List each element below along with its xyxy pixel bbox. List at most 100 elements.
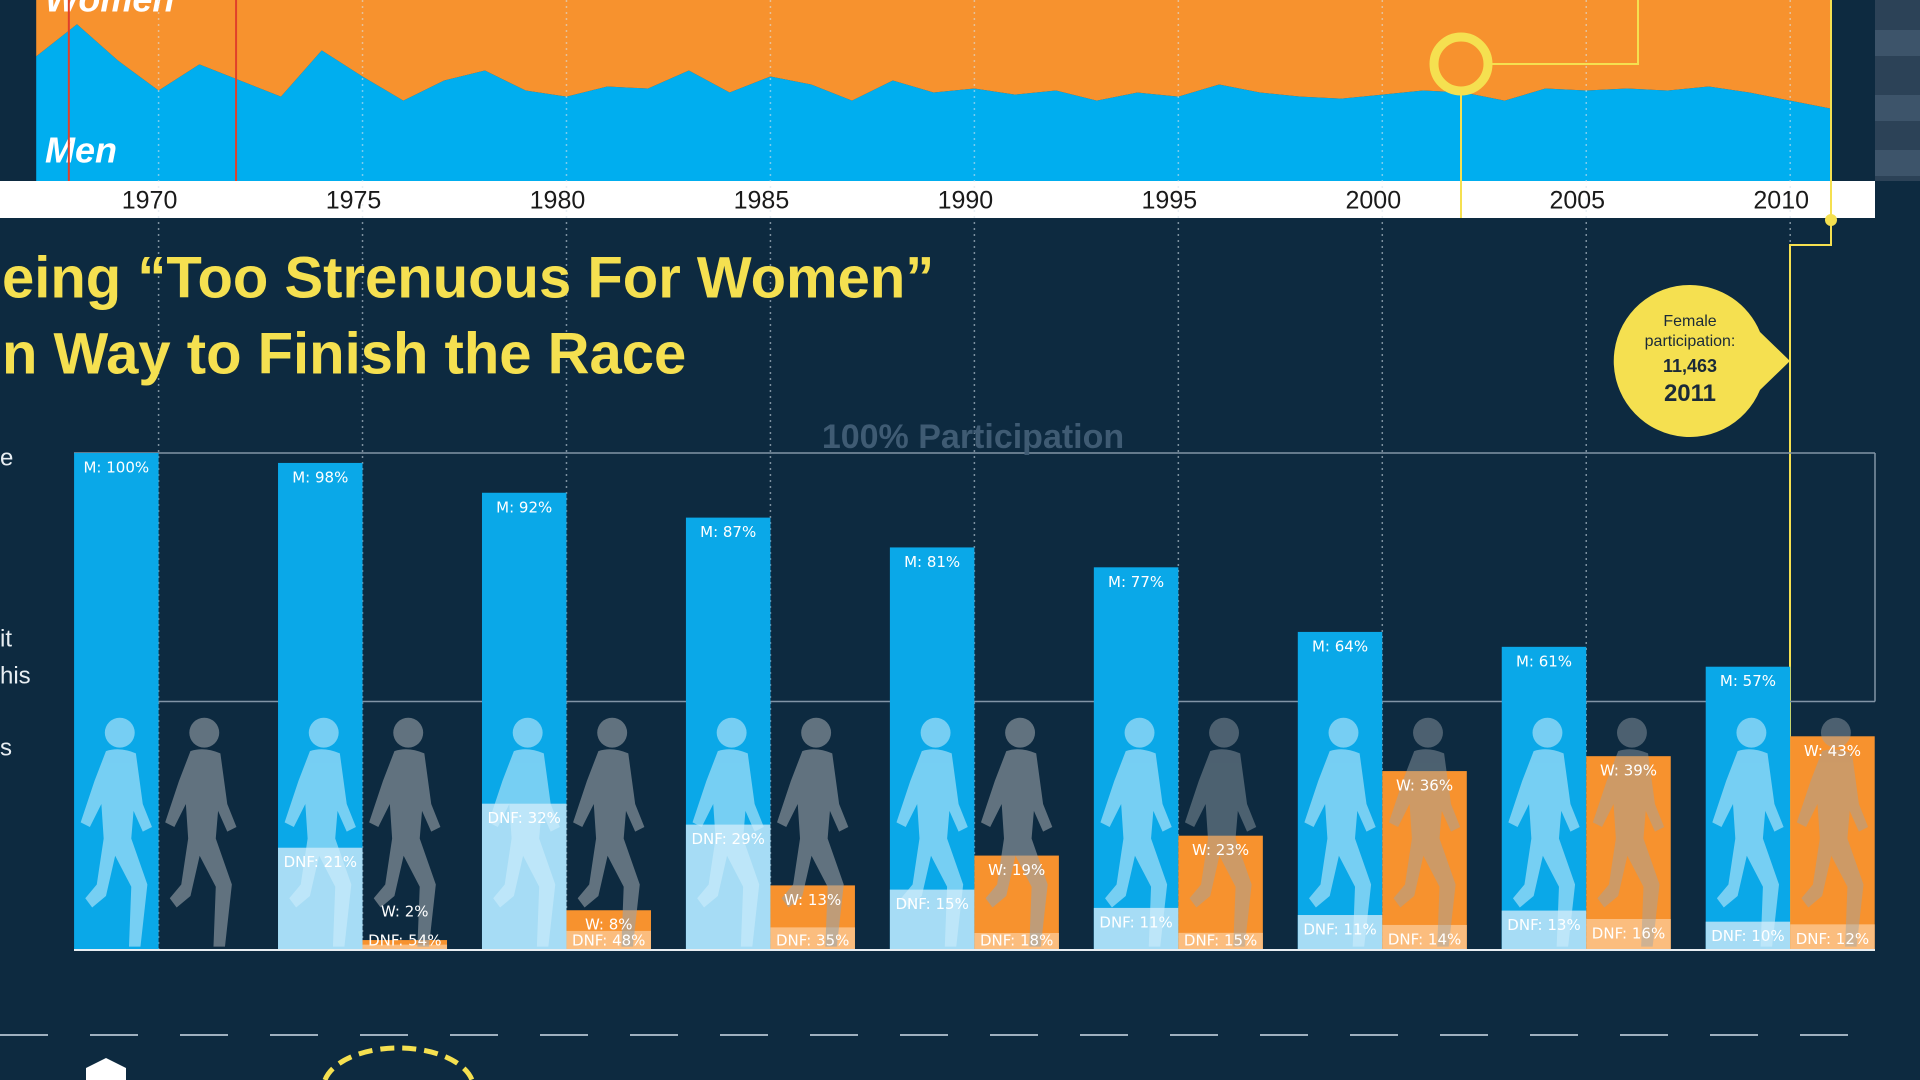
bar (1178, 835, 1263, 950)
runner-body (284, 749, 356, 947)
runner-silhouette (1796, 717, 1869, 947)
dnf-label: DNF: 15% (1184, 932, 1257, 950)
x-tick-label: 1975 (326, 187, 382, 215)
runner-silhouette (488, 717, 560, 947)
runner-body (980, 749, 1053, 947)
value-label: W: 36% (1396, 777, 1453, 795)
dnf-segment (1586, 918, 1671, 950)
right-strip (1875, 0, 1920, 181)
runner-body (488, 749, 560, 947)
dnf-segment (1297, 915, 1383, 950)
runner-silhouette (1508, 717, 1580, 947)
runner-silhouette (1592, 717, 1665, 947)
runner-body (692, 749, 764, 947)
value-label: M: 92% (496, 498, 552, 516)
value-label: W: 19% (988, 861, 1045, 879)
runner-body (1388, 749, 1461, 947)
axis-band (0, 181, 1875, 218)
value-label: M: 64% (1312, 637, 1368, 655)
connector (1488, 0, 1639, 65)
dnf-segment (1790, 924, 1875, 950)
runner-body (369, 749, 441, 947)
runner-body (777, 749, 849, 947)
callout-text: Female participation: (1644, 313, 1736, 350)
runner-body (1184, 749, 1257, 947)
x-tick-label: 1980 (530, 187, 586, 215)
runner-silhouette (284, 717, 356, 947)
dnf-label: DNF: 11% (1099, 913, 1172, 931)
value-label: W: 39% (1600, 762, 1657, 780)
runner-body (1712, 749, 1784, 947)
dnf-label: DNF: 14% (1388, 930, 1461, 948)
dnf-segment (1705, 921, 1791, 950)
runner-silhouette (165, 717, 237, 947)
side-text: s (0, 734, 12, 761)
runner-head (1532, 717, 1563, 748)
runner-body (1100, 749, 1172, 947)
area-men (36, 24, 1832, 181)
dnf-segment (1501, 910, 1587, 950)
x-tick-label: 1970 (122, 187, 178, 215)
runner-silhouette (1100, 717, 1172, 947)
area-women (36, 0, 1831, 109)
dnf-label: DNF: 48% (572, 932, 645, 950)
runner-body (1592, 749, 1665, 947)
callout-bubble (1613, 284, 1790, 437)
dnf-segment (1093, 907, 1179, 950)
runner-head (920, 717, 951, 748)
runner-head (801, 717, 832, 748)
connector-dot (1825, 214, 1837, 226)
runner-head (308, 717, 339, 748)
dnf-label: DNF: 13% (1507, 916, 1580, 934)
dnf-label: DNF: 10% (1711, 927, 1784, 945)
runner-silhouette (777, 717, 849, 947)
runner-head (597, 717, 628, 748)
bar (1586, 756, 1671, 950)
runner-head (716, 717, 747, 748)
callout-value: 11,463 (1662, 356, 1718, 376)
dnf-label: DNF: 12% (1796, 930, 1869, 948)
value-label: W: 23% (1192, 841, 1249, 859)
x-tick-label: 1985 (734, 187, 790, 215)
runner-head (1005, 717, 1036, 748)
x-tick-label: 1990 (938, 187, 994, 215)
bar (1382, 771, 1467, 950)
bar (1790, 736, 1875, 950)
dnf-label: DNF: 32% (488, 809, 561, 827)
value-label: W: 2% (381, 903, 429, 921)
runner-silhouette (1712, 717, 1784, 947)
x-tick-label: 1995 (1142, 187, 1198, 215)
value-label: M: 100% (83, 459, 149, 477)
value-label: M: 81% (904, 553, 960, 571)
runner-body (80, 749, 152, 947)
runner-silhouette (1388, 717, 1461, 947)
runner-head (512, 717, 543, 748)
runner-silhouette (896, 717, 968, 947)
dnf-label: DNF: 16% (1592, 924, 1665, 942)
callout-year: 2011 (1663, 380, 1717, 407)
side-text: his (0, 662, 31, 689)
value-label: M: 61% (1516, 652, 1572, 670)
x-tick-label: 2010 (1753, 187, 1809, 215)
dnf-segment (1382, 924, 1467, 950)
runner-head (1328, 717, 1359, 748)
runner-head (1820, 717, 1851, 748)
dnf-label: DNF: 21% (284, 853, 357, 871)
runner-body (1508, 749, 1580, 947)
x-tick-label: 2005 (1549, 187, 1605, 215)
runner-head (1736, 717, 1767, 748)
runner-body (896, 749, 968, 947)
runner-silhouette (573, 717, 645, 947)
series-label: Women (45, 0, 174, 20)
runner-body (573, 749, 645, 947)
dnf-label: DNF: 35% (776, 932, 849, 950)
runner-silhouette (1304, 717, 1376, 947)
series-label: Men (45, 130, 117, 171)
callout: Female participation: 11,463 2011 (1625, 312, 1755, 407)
runner-silhouette (980, 717, 1053, 947)
runner-head (104, 717, 135, 748)
value-label: M: 98% (292, 468, 348, 486)
runner-body (1796, 749, 1869, 947)
value-label: M: 57% (1720, 672, 1776, 690)
